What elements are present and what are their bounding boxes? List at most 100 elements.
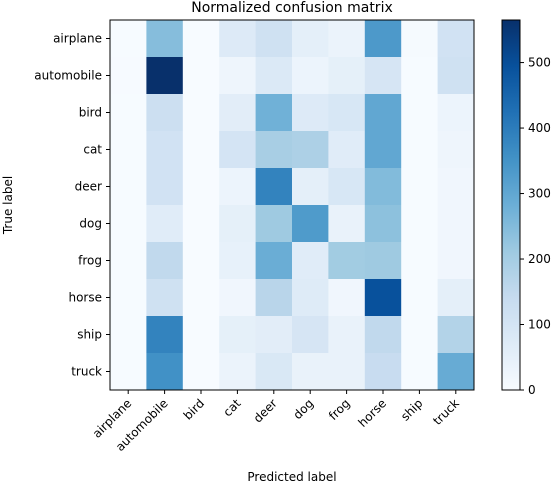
heatmap-cell — [401, 168, 438, 206]
heatmap-cell — [256, 242, 293, 280]
heatmap-cell — [183, 57, 220, 95]
heatmap-cell — [110, 353, 147, 391]
heatmap-cell — [292, 353, 329, 391]
heatmap-cell — [438, 131, 475, 169]
x-tick-label: deer — [251, 396, 280, 425]
heatmap-cell — [328, 353, 365, 391]
heatmap-cell — [401, 205, 438, 243]
heatmap-cell — [365, 94, 402, 132]
heatmap-cell — [183, 168, 220, 206]
heatmap-cell — [146, 131, 183, 169]
heatmap-cell — [365, 131, 402, 169]
y-tick-label: dog — [79, 217, 102, 231]
heatmap-cell — [219, 20, 256, 58]
heatmap-cell — [256, 316, 293, 354]
heatmap-cell — [438, 20, 475, 58]
heatmap-cell — [146, 57, 183, 95]
heatmap-cell — [219, 279, 256, 317]
x-tick-label: truck — [430, 396, 462, 428]
heatmap-cell — [219, 205, 256, 243]
y-tick-label: cat — [83, 143, 102, 157]
heatmap-cell — [292, 57, 329, 95]
colorbar — [502, 20, 520, 390]
heatmap-cell — [438, 242, 475, 280]
heatmap-cell — [438, 94, 475, 132]
heatmap-cell — [292, 131, 329, 169]
heatmap-cell — [183, 353, 220, 391]
heatmap-cell — [438, 279, 475, 317]
colorbar-tick-label: 0 — [528, 383, 536, 397]
y-axis-ticks: airplaneautomobilebirdcatdeerdogfroghors… — [34, 32, 110, 379]
colorbar-tick-label: 400 — [528, 121, 551, 135]
colorbar-ticks: 0 100 200 300 400 500 — [520, 56, 551, 397]
heatmap-cell — [328, 242, 365, 280]
heatmap-cell — [110, 94, 147, 132]
heatmap-cell — [328, 94, 365, 132]
y-tick-label: horse — [68, 291, 102, 305]
heatmap-cell — [401, 94, 438, 132]
heatmap-cell — [146, 94, 183, 132]
heatmap-cell — [110, 57, 147, 95]
heatmap-cell — [401, 279, 438, 317]
heatmap-cell — [365, 20, 402, 58]
heatmap-cell — [110, 131, 147, 169]
heatmap-cell — [365, 353, 402, 391]
x-tick-label: bird — [181, 396, 207, 422]
x-tick-label: horse — [356, 396, 390, 430]
heatmap-cell — [328, 205, 365, 243]
heatmap-cell — [146, 279, 183, 317]
heatmap-cell — [256, 94, 293, 132]
heatmap-cell — [256, 57, 293, 95]
heatmap-cell — [110, 316, 147, 354]
heatmap-cell — [110, 20, 147, 58]
heatmap-cell — [219, 131, 256, 169]
y-tick-label: frog — [78, 254, 102, 268]
heatmap-cell — [256, 131, 293, 169]
heatmap-cell — [438, 57, 475, 95]
x-axis-label: Predicted label — [247, 470, 336, 484]
y-tick-label: truck — [71, 365, 102, 379]
heatmap-cell — [328, 316, 365, 354]
y-tick-label: automobile — [34, 69, 102, 83]
heatmap-cell — [292, 20, 329, 58]
heatmap-cell — [328, 20, 365, 58]
y-tick-label: ship — [77, 328, 102, 342]
heatmap-cell — [146, 242, 183, 280]
heatmap-cell — [401, 316, 438, 354]
heatmap-cell — [438, 168, 475, 206]
y-tick-label: deer — [75, 180, 102, 194]
colorbar-tick-label: 300 — [528, 187, 551, 201]
heatmap-cell — [146, 20, 183, 58]
heatmap-cell — [110, 168, 147, 206]
heatmap-cell — [365, 205, 402, 243]
x-tick-label: ship — [398, 396, 425, 423]
heatmap-cell — [328, 168, 365, 206]
heatmap-cell — [256, 168, 293, 206]
heatmap-cell — [110, 242, 147, 280]
heatmap-cell — [401, 20, 438, 58]
heatmap-cell — [438, 316, 475, 354]
heatmap-cell — [219, 242, 256, 280]
heatmap-cell — [146, 168, 183, 206]
heatmap-cell — [183, 316, 220, 354]
heatmap-cell — [183, 205, 220, 243]
heatmap-cell — [365, 279, 402, 317]
heatmap-cell — [219, 316, 256, 354]
heatmap-cell — [365, 316, 402, 354]
x-tick-label: cat — [220, 396, 243, 419]
heatmap-cell — [328, 279, 365, 317]
heatmap-cell — [146, 353, 183, 391]
heatmap-cell — [328, 57, 365, 95]
heatmap-cell — [292, 279, 329, 317]
heatmap-cell — [401, 353, 438, 391]
heatmap-cell — [438, 353, 475, 391]
heatmap-cell — [438, 205, 475, 243]
heatmap-cell — [365, 57, 402, 95]
heatmap-cell — [292, 205, 329, 243]
x-tick-label: frog — [326, 396, 353, 423]
heatmap-cell — [219, 168, 256, 206]
heatmap-cell — [110, 279, 147, 317]
heatmap-cell — [183, 279, 220, 317]
heatmap-cell — [219, 57, 256, 95]
